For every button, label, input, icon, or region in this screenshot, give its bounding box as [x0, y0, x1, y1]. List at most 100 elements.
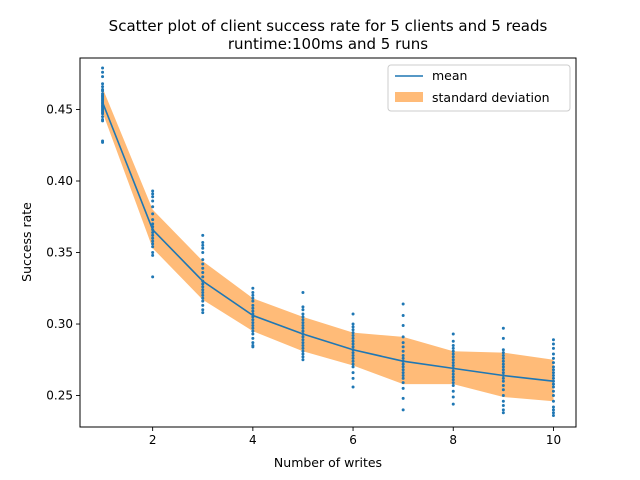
- scatter-point: [451, 375, 455, 379]
- chart-title-line1: Scatter plot of client success rate for …: [109, 17, 548, 35]
- scatter-point: [501, 411, 505, 415]
- scatter-point: [201, 308, 205, 312]
- scatter-point: [501, 356, 505, 360]
- scatter-point: [451, 369, 455, 373]
- scatter-point: [301, 308, 305, 312]
- x-tick-label: 4: [249, 433, 257, 447]
- scatter-point: [501, 365, 505, 369]
- scatter-point: [201, 303, 205, 307]
- scatter-point: [351, 342, 355, 346]
- scatter-point: [101, 89, 105, 93]
- scatter-point: [201, 241, 205, 244]
- scatter-point: [251, 299, 255, 303]
- scatter-point: [351, 353, 355, 357]
- scatter-point: [201, 243, 205, 247]
- scatter-point: [351, 333, 355, 337]
- scatter-point: [251, 318, 255, 322]
- scatter-point: [451, 381, 455, 385]
- scatter-point: [401, 381, 405, 385]
- y-axis-label: Success rate: [19, 202, 34, 282]
- scatter-point: [251, 291, 255, 295]
- scatter-point: [551, 405, 555, 409]
- scatter-point: [451, 378, 455, 382]
- scatter-point: [401, 323, 405, 327]
- scatter-point: [551, 342, 555, 346]
- scatter-point: [551, 382, 555, 386]
- scatter-point: [201, 251, 205, 255]
- scatter-point: [101, 70, 105, 74]
- mean-line: [101, 102, 554, 383]
- scatter-point: [351, 376, 355, 380]
- scatter-point: [501, 326, 505, 330]
- scatter-point: [301, 318, 305, 322]
- scatter-point: [451, 332, 455, 336]
- scatter-point: [351, 356, 355, 360]
- x-tick-label: 6: [349, 433, 357, 447]
- scatter-point: [201, 271, 205, 275]
- scatter-point: [101, 140, 105, 144]
- scatter-point: [201, 266, 205, 270]
- scatter-point: [201, 246, 205, 250]
- scatter-point: [351, 339, 355, 343]
- scatter-point: [301, 335, 305, 339]
- scatter-point: [401, 302, 405, 306]
- scatter-point: [251, 321, 255, 325]
- scatter-point: [351, 365, 355, 369]
- scatter-point: [401, 356, 405, 360]
- axes-frame: [79, 57, 577, 428]
- scatter-point: [551, 368, 555, 372]
- scatter-point: [201, 311, 205, 315]
- x-axis-ticks: 2 4 6 8 10: [149, 427, 561, 447]
- scatter-point: [401, 353, 405, 357]
- scatter-point: [451, 395, 455, 399]
- scatter-point: [451, 349, 455, 353]
- scatter-point: [401, 313, 405, 317]
- x-tick-label: 10: [546, 433, 561, 447]
- scatter-point: [201, 262, 205, 266]
- scatter-point: [451, 364, 455, 367]
- y-tick-label: 0.30: [46, 317, 73, 331]
- scatter-point: [101, 66, 105, 70]
- scatter-point: [551, 411, 555, 415]
- scatter-point: [551, 371, 555, 375]
- scatter-point: [501, 359, 505, 363]
- scatter-point: [151, 236, 155, 240]
- scatter-point: [351, 331, 355, 335]
- scatter-point: [551, 385, 555, 389]
- scatter-point: [301, 352, 305, 356]
- scatter-point: [401, 396, 405, 400]
- scatter-point: [101, 119, 105, 123]
- scatter-point: [301, 329, 305, 333]
- scatter-point: [551, 352, 555, 356]
- scatter-point: [451, 361, 455, 365]
- scatter-point: [251, 296, 255, 300]
- scatter-point: [551, 408, 555, 412]
- scatter-point: [201, 258, 205, 262]
- scatter-point: [551, 376, 555, 380]
- scatter-point: [151, 192, 155, 196]
- y-tick-label: 0.40: [46, 174, 73, 188]
- scatter-point: [251, 286, 255, 290]
- scatter-point: [451, 343, 455, 347]
- scatter-point: [501, 388, 505, 392]
- scatter-point: [251, 341, 255, 345]
- scatter-point: [401, 345, 405, 349]
- scatter-point: [301, 326, 305, 330]
- scatter-point: [501, 371, 505, 375]
- scatter-point: [251, 309, 255, 313]
- scatter-point: [151, 199, 155, 203]
- scatter-point: [251, 345, 255, 349]
- scatter-point: [351, 325, 355, 329]
- std-deviation-band: [102, 88, 554, 402]
- y-axis-ticks: 0.25 0.30 0.35 0.40 0.45: [46, 102, 80, 403]
- scatter-point: [451, 355, 455, 359]
- scatter-point: [501, 351, 505, 355]
- scatter-point: [551, 389, 555, 393]
- legend-std-swatch: [395, 92, 423, 102]
- scatter-point: [351, 351, 355, 355]
- x-axis-label: Number of writes: [274, 455, 382, 470]
- scatter-point: [251, 306, 255, 310]
- scatter-point: [551, 356, 555, 360]
- scatter-point: [201, 275, 205, 279]
- scatter-point: [301, 338, 305, 342]
